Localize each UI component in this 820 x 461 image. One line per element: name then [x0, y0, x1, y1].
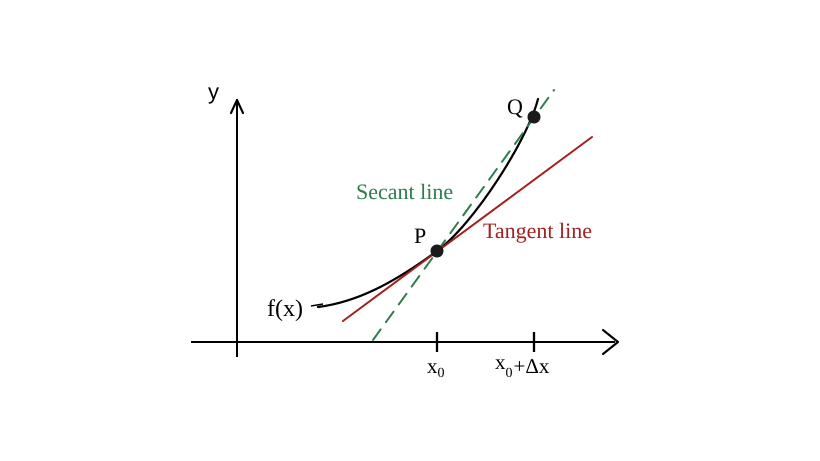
svg-text:P: P: [414, 223, 426, 248]
svg-text:x0+Δx: x0+Δx: [495, 350, 550, 381]
svg-text:Tangent line: Tangent line: [483, 218, 592, 243]
svg-text:Secant line: Secant line: [356, 179, 453, 204]
svg-text:x0: x0: [427, 354, 445, 381]
svg-text:f(x): f(x): [267, 296, 303, 322]
svg-text:y: y: [208, 79, 219, 104]
svg-text:Q: Q: [507, 94, 523, 119]
